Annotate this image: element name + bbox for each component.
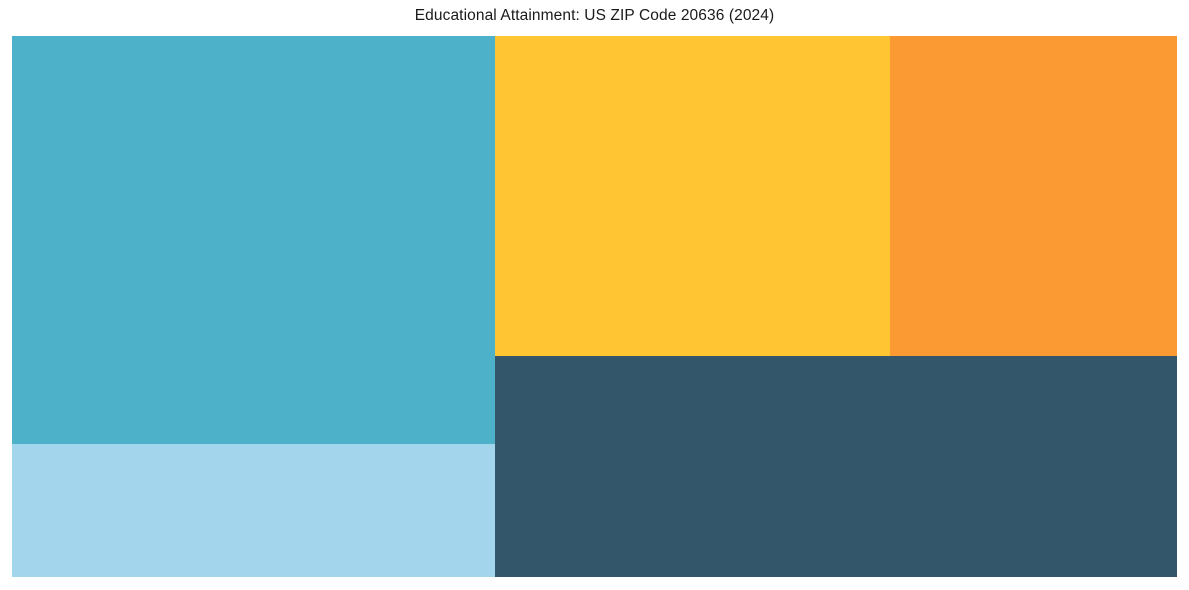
chart-title: Educational Attainment: US ZIP Code 2063… — [414, 7, 775, 24]
treemap-tile[interactable]: Some college or associate degree23.9% — [495, 356, 1177, 577]
treemap-tile[interactable]: Bachelor's degree20.1% — [495, 36, 890, 356]
treemap-tile[interactable]: High school graduate31.3% — [12, 36, 495, 444]
treemap-tile[interactable]: Graduate or professional degree14.6% — [890, 36, 1177, 356]
treemap-tile[interactable]: Less than high school10.2% — [12, 444, 495, 577]
treemap-plot-area: High school graduate31.3%Some college or… — [12, 36, 1177, 577]
